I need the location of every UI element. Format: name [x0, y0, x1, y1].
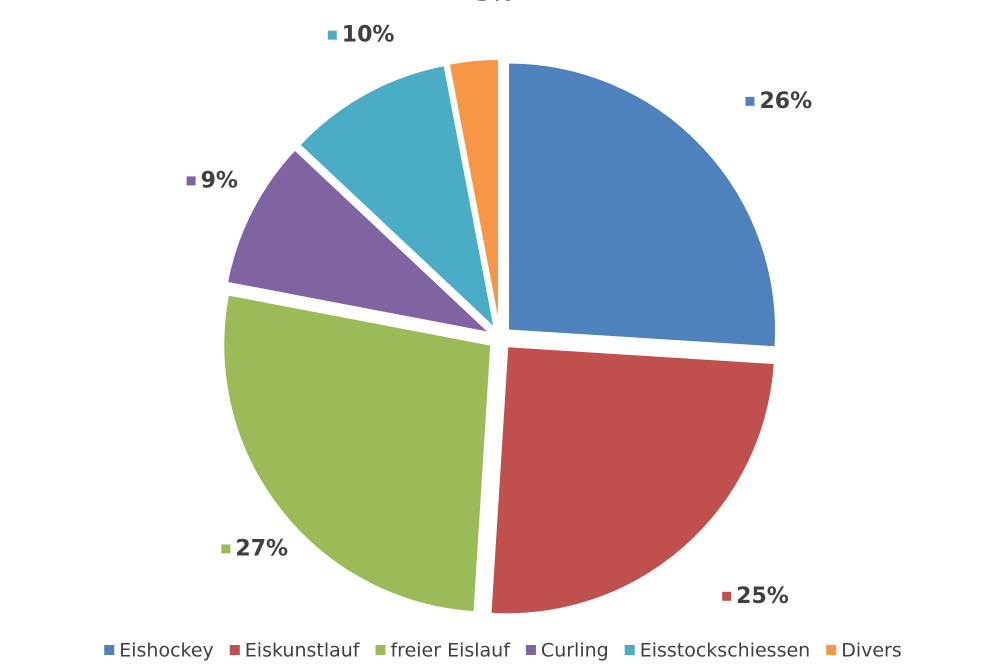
legend-swatch	[624, 645, 635, 655]
value-label: 27%	[235, 536, 288, 561]
value-label: 10%	[342, 23, 395, 48]
value-label: 9%	[201, 168, 238, 193]
value-label-key	[186, 176, 196, 186]
legend-label: Eisstockschiessen	[640, 640, 811, 662]
legend-swatch	[826, 645, 837, 655]
pie-slice	[225, 148, 494, 335]
pie-slice	[447, 58, 500, 328]
legend-swatch	[375, 645, 386, 655]
value-label: 26%	[759, 89, 812, 114]
legend-swatch	[229, 645, 240, 655]
legend-label: Divers	[841, 640, 902, 662]
legend-swatch	[525, 645, 536, 655]
value-label: 25%	[736, 584, 789, 609]
pie-slice	[507, 61, 777, 349]
legend-label: Curling	[541, 640, 609, 662]
legend-swatch	[104, 645, 115, 655]
legend-label: Eiskunstlauf	[245, 640, 361, 662]
value-label: 3%	[476, 0, 513, 7]
value-label-key	[722, 591, 732, 601]
pie-slice	[222, 293, 493, 614]
pie-slice	[297, 63, 497, 332]
pie-slice	[489, 345, 776, 616]
legend-label: Eishockey	[119, 640, 214, 662]
value-label-key	[745, 96, 755, 106]
value-label-key	[221, 544, 231, 554]
value-label-key	[327, 30, 337, 40]
legend-label: freier Eislauf	[390, 640, 511, 662]
